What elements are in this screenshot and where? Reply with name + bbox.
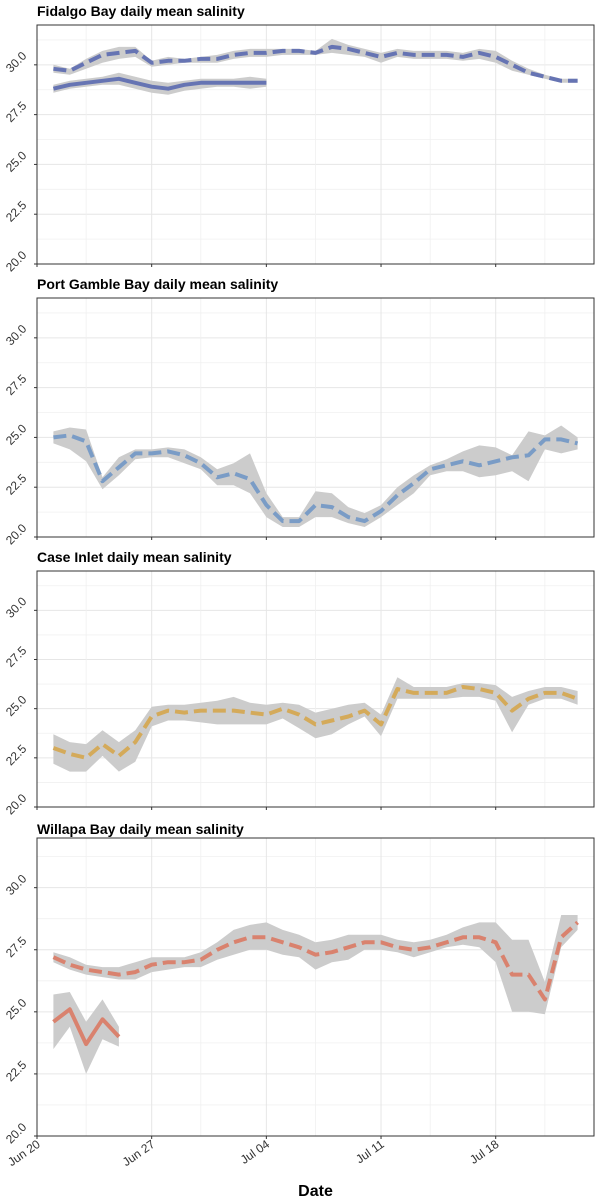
plot-area bbox=[52, 38, 578, 95]
x-tick-label: Jun 27 bbox=[120, 1137, 158, 1169]
x-axis-title: Date bbox=[298, 1183, 333, 1200]
confidence-ribbon-1 bbox=[53, 915, 578, 1015]
y-tick-label: 27.5 bbox=[3, 98, 30, 125]
panel-border bbox=[36, 297, 595, 538]
y-tick-label: 27.5 bbox=[3, 933, 30, 960]
y-tick-label: 25.0 bbox=[3, 692, 30, 719]
panel-border bbox=[36, 837, 595, 1137]
panel-2: Port Gamble Bay daily mean salinity 20.0 2… bbox=[3, 276, 595, 548]
x-tick-label: Jul 04 bbox=[238, 1137, 273, 1167]
y-tick-label: 25.0 bbox=[3, 148, 30, 175]
panel-title: Willapa Bay daily mean salinity bbox=[37, 821, 244, 837]
x-tick-label: Jul 18 bbox=[467, 1137, 502, 1167]
y-tick-label: 22.5 bbox=[3, 471, 30, 498]
x-tick-label: Jul 11 bbox=[353, 1137, 387, 1167]
confidence-ribbon-1 bbox=[53, 38, 578, 83]
y-tick-label: 30.0 bbox=[3, 322, 30, 349]
confidence-ribbon-2 bbox=[53, 72, 267, 95]
panel-border bbox=[36, 24, 595, 265]
y-tick-label: 30.0 bbox=[3, 49, 30, 76]
series-line-1 bbox=[53, 433, 579, 524]
series-line-1 bbox=[52, 685, 579, 760]
y-tick-label: 22.5 bbox=[3, 198, 30, 225]
plot-area bbox=[53, 425, 579, 527]
y-tick-label: 30.0 bbox=[3, 871, 30, 898]
y-tick-label: 25.0 bbox=[3, 421, 30, 448]
y-tick-label: 22.5 bbox=[3, 742, 30, 769]
panel-3: Case Inlet daily mean salinity 20.0 22.5 25… bbox=[3, 549, 595, 818]
panel-title: Fidalgo Bay daily mean salinity bbox=[37, 3, 245, 19]
gridlines bbox=[37, 838, 594, 1136]
plot-area bbox=[52, 677, 579, 772]
y-tick-label: 20.0 bbox=[3, 248, 30, 275]
panel-title: Port Gamble Bay daily mean salinity bbox=[37, 276, 278, 292]
y-tick-label: 20.0 bbox=[3, 521, 30, 548]
y-tick-label: 22.5 bbox=[3, 1058, 30, 1085]
gridlines bbox=[37, 571, 594, 807]
panel-1: Fidalgo Bay daily mean salinity 20.0 22.5 2… bbox=[3, 3, 595, 275]
y-tick-label: 20.0 bbox=[3, 791, 30, 818]
y-tick-label: 30.0 bbox=[3, 594, 30, 621]
confidence-ribbon-1 bbox=[53, 425, 578, 527]
y-tick-label: 25.0 bbox=[3, 996, 30, 1023]
panel-title: Case Inlet daily mean salinity bbox=[37, 549, 232, 565]
y-tick-label: 27.5 bbox=[3, 371, 30, 398]
plot-area bbox=[52, 915, 579, 1074]
y-tick-label: 27.5 bbox=[3, 643, 30, 670]
panel-4: Willapa Bay daily mean salinity20.022.52… bbox=[3, 821, 595, 1169]
series-line-2 bbox=[52, 76, 267, 91]
panel-border bbox=[36, 570, 595, 808]
series-line-2 bbox=[52, 1007, 121, 1047]
series-line-1 bbox=[52, 920, 579, 1002]
series-line-1 bbox=[53, 44, 578, 83]
